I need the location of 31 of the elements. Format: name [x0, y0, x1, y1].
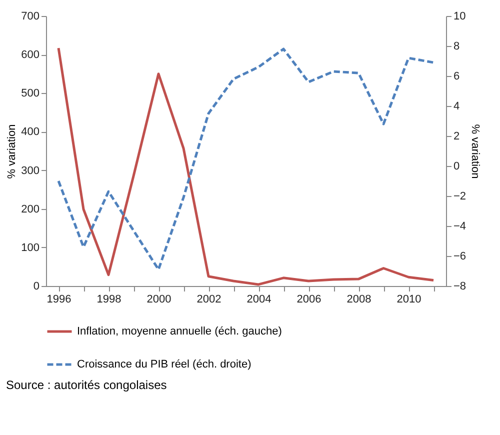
- x-tick-label: 1998: [96, 294, 122, 306]
- y2-tick-label: 6: [454, 70, 460, 82]
- y-tick-label: 600: [21, 49, 40, 62]
- y-tick-label: 400: [21, 126, 40, 138]
- x-tick-label: 2004: [246, 294, 272, 306]
- source-note: Source : autorités congolaises: [6, 378, 167, 392]
- y2-tick-label: 8: [454, 40, 460, 52]
- y-tick-label: 700: [21, 10, 40, 22]
- y-tick-label: 100: [21, 242, 40, 254]
- y2-tick-label: 10: [454, 10, 466, 22]
- legend-label: Inflation, moyenne annuelle (éch. gauche): [77, 326, 282, 338]
- x-tick-label: 2010: [396, 294, 422, 306]
- y-tick-label: 0: [33, 280, 40, 292]
- y2-tick-label: −4: [454, 220, 466, 232]
- y-tick-label: 300: [21, 164, 40, 177]
- y2-tick-label: 4: [454, 100, 460, 112]
- y2-tick-label: −8: [454, 280, 466, 292]
- y-axis-title: % variation: [6, 124, 18, 179]
- legend-label: Croissance du PIB réel (éch. droite): [77, 358, 252, 370]
- x-tick-label: 2002: [196, 294, 222, 306]
- y2-axis-title: % variation: [469, 124, 482, 179]
- x-tick-label: 2008: [346, 294, 372, 306]
- y2-tick-label: −2: [454, 190, 466, 202]
- y2-tick-label: 0: [454, 160, 460, 172]
- x-tick-label: 2000: [146, 294, 172, 306]
- y2-tick-label: −6: [454, 250, 466, 262]
- y2-tick-label: 2: [454, 130, 460, 142]
- y-tick-label: 200: [21, 203, 40, 216]
- x-tick-label: 1996: [46, 294, 72, 306]
- x-tick-label: 2006: [296, 294, 322, 306]
- y-tick-label: 500: [21, 88, 40, 100]
